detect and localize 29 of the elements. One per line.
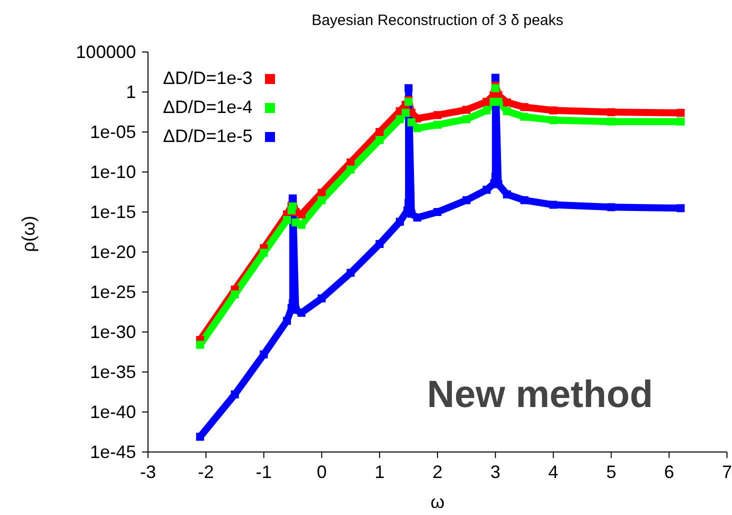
x-tick-label: 2	[432, 462, 443, 482]
x-tick-label: -2	[198, 462, 214, 482]
y-tick-label: 1e-05	[90, 122, 136, 142]
y-tick-label: 1e-15	[90, 202, 136, 222]
x-tick-label: 6	[664, 462, 674, 482]
y-tick-label: 1e-30	[90, 322, 136, 342]
y-tick-label: 1e-40	[90, 402, 136, 422]
legend-label: ΔD/D=1e-4	[163, 97, 253, 118]
chart-title: Bayesian Reconstruction of 3 δ peaks	[310, 12, 564, 29]
y-tick-label: 1e-35	[90, 362, 136, 382]
x-tick-label: 5	[606, 462, 616, 482]
y-axis-title: ρ(ω)	[18, 216, 38, 252]
y-tick-label: 1e-10	[90, 162, 136, 182]
x-tick-label: 1	[374, 462, 385, 482]
legend-label: ΔD/D=1e-5	[163, 126, 253, 147]
y-tick-label: 1e-25	[90, 282, 136, 302]
y-tick-label: 1	[126, 82, 136, 102]
x-tick-label: -1	[256, 462, 272, 482]
x-tick-label: 3	[490, 462, 500, 482]
annotation: New method	[427, 374, 653, 417]
x-tick-label: 7	[722, 462, 732, 482]
legend-label: ΔD/D=1e-3	[163, 68, 253, 89]
y-tick-label: 100000	[76, 42, 136, 62]
x-axis-title: ω	[430, 492, 445, 512]
x-tick-label: -3	[140, 462, 156, 482]
x-tick-label: 0	[316, 462, 327, 482]
x-tick-label: 4	[548, 462, 558, 482]
y-tick-label: 1e-20	[90, 242, 136, 262]
y-tick-label: 1e-45	[90, 442, 136, 462]
